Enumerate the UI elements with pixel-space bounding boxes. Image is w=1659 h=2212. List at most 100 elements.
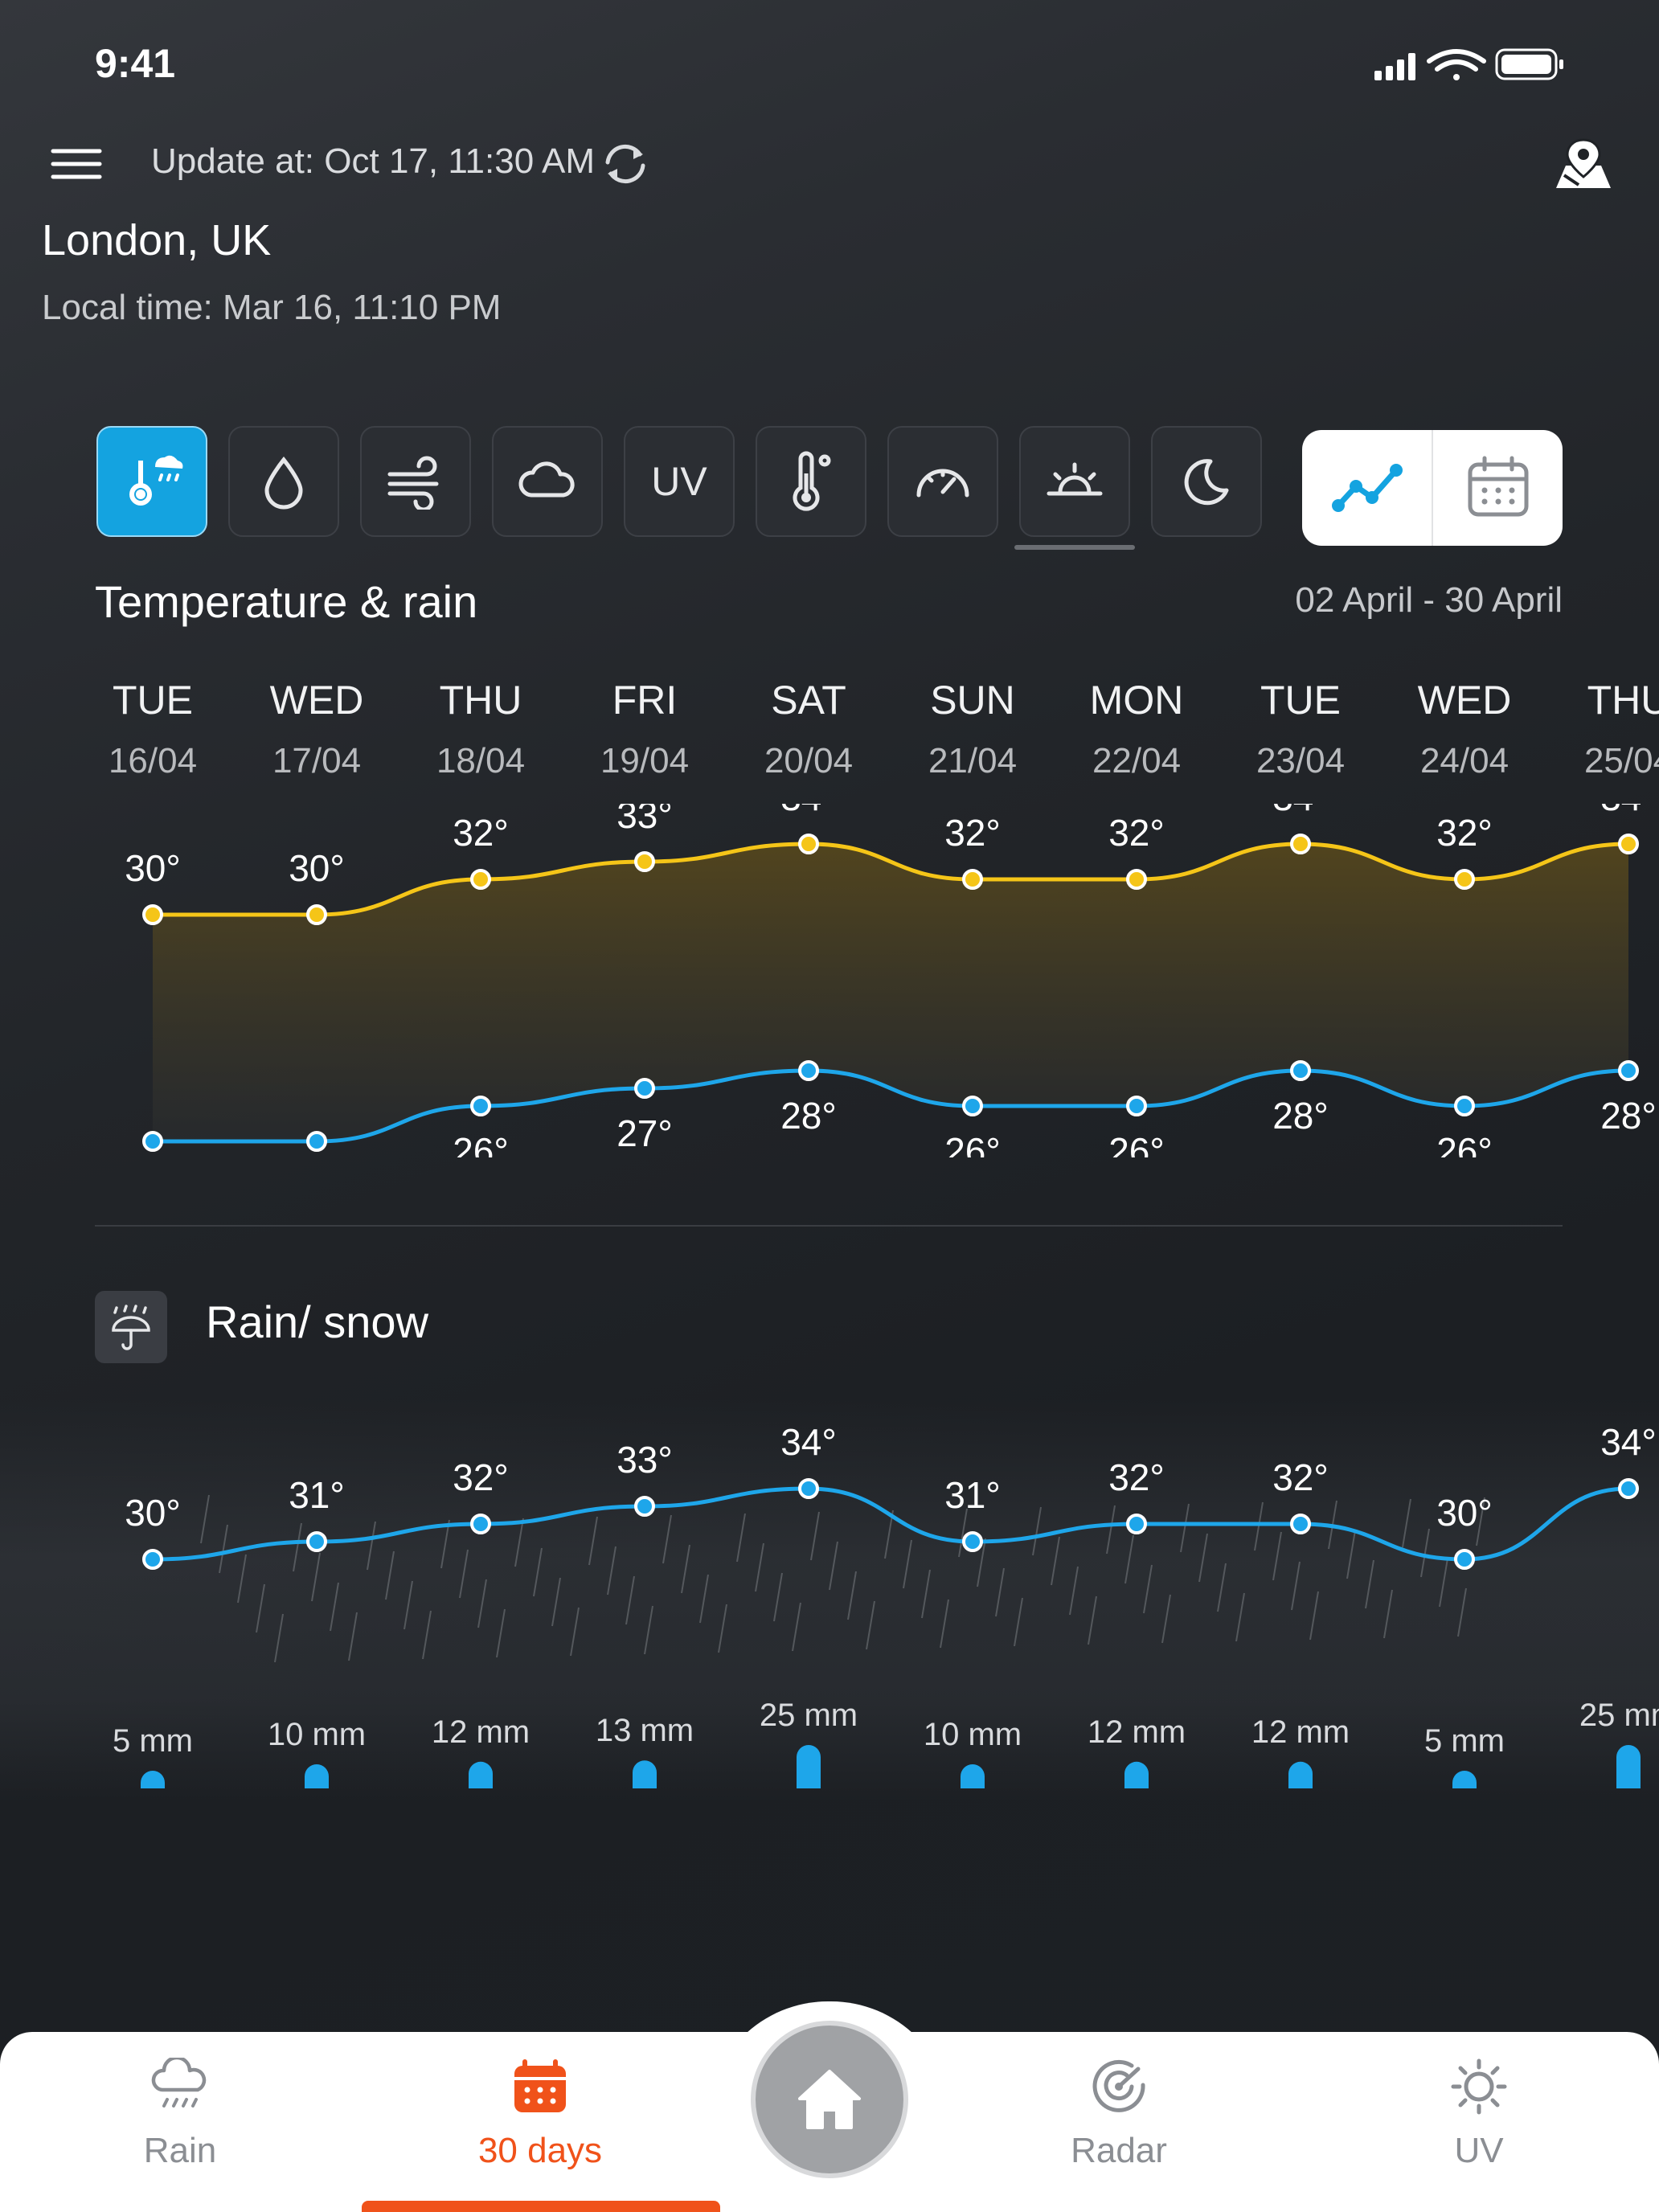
rain-temp-point (306, 1531, 327, 1552)
precip-bar (1616, 1745, 1641, 1788)
precip-bar (305, 1764, 329, 1788)
rain-streak (1365, 1559, 1374, 1609)
map-pin-icon (1556, 138, 1611, 188)
precip-label: 5 mm (1424, 1723, 1505, 1759)
rain-streak (1383, 1589, 1393, 1639)
rain-streak (755, 1542, 764, 1592)
precip-label: 5 mm (113, 1723, 193, 1759)
rain-section-title: Rain/ snow (206, 1296, 429, 1347)
tool-sunrise[interactable] (1019, 426, 1130, 537)
rain-streak (367, 1521, 376, 1571)
precip-bar (1124, 1761, 1149, 1788)
rain-streak (570, 1607, 580, 1657)
refresh-icon (605, 145, 645, 183)
day-header: TUE 16/04 (72, 677, 233, 781)
rain-streak (829, 1541, 838, 1591)
wifi-icon (1427, 49, 1486, 80)
rain-streak (256, 1583, 265, 1633)
tool-underline (1014, 545, 1135, 550)
rain-streak (588, 1516, 598, 1566)
nav-rain[interactable]: Rain (84, 2055, 276, 2171)
menu-button[interactable] (50, 145, 106, 185)
update-label: Update at: (151, 141, 315, 181)
rain-streak (477, 1579, 487, 1628)
rain-streak (1088, 1596, 1097, 1645)
tool-uv[interactable]: UV (624, 426, 735, 537)
rain-streak (496, 1608, 506, 1658)
rain-temp-label: 32° (453, 1456, 509, 1498)
calendar-view-button[interactable] (1432, 430, 1563, 546)
high-temp-point (306, 904, 327, 925)
rain-streak (1180, 1503, 1190, 1553)
rain-temp-line (152, 1486, 1629, 1562)
tool-humidity[interactable] (228, 426, 339, 537)
precip-label: 13 mm (596, 1713, 694, 1748)
temperature-section-title: Temperature & rain (95, 576, 478, 627)
high-temp-label: 32° (1108, 812, 1165, 854)
tool-moon[interactable] (1151, 426, 1262, 537)
low-temp-line (152, 1068, 1629, 1144)
day-date: 19/04 (600, 741, 690, 780)
tool-temp-rain[interactable] (96, 426, 207, 537)
home-button[interactable] (756, 2026, 903, 2173)
umbrella-rain-icon (112, 1305, 150, 1350)
rain-streak (681, 1544, 690, 1594)
rain-streak (995, 1567, 1005, 1617)
tool-wind[interactable] (360, 426, 471, 537)
rain-streak (1143, 1564, 1153, 1614)
high-temp-label: 30° (125, 847, 181, 889)
precip-label: 25 mm (1579, 1698, 1659, 1733)
active-tab-indicator (362, 2201, 720, 2212)
tool-pressure[interactable] (887, 426, 998, 537)
rain-streak (625, 1575, 635, 1625)
rain-streak (1402, 1498, 1411, 1548)
map-location-button[interactable] (1551, 137, 1616, 193)
line-chart-icon (1331, 464, 1403, 512)
rain-temp-label: 30° (1436, 1492, 1493, 1534)
precip-label: 10 mm (268, 1717, 366, 1752)
nav-radar-label: Radar (1071, 2131, 1167, 2170)
tool-feels-like[interactable] (756, 426, 866, 537)
rain-streak (792, 1602, 801, 1652)
rain-temp-label: 34° (780, 1421, 837, 1463)
day-name: TUE (1260, 678, 1341, 723)
precip-label: 12 mm (432, 1714, 530, 1750)
rain-streak (1235, 1592, 1245, 1642)
high-temp-point (634, 851, 655, 872)
rain-streak (1439, 1558, 1448, 1608)
rain-streak (385, 1550, 395, 1600)
precip-label: 12 mm (1088, 1714, 1186, 1750)
rain-streak (274, 1613, 284, 1663)
refresh-button[interactable] (601, 141, 649, 186)
rain-temp-point (962, 1531, 983, 1552)
rain-streak (514, 1518, 524, 1567)
chart-view-button[interactable] (1302, 430, 1432, 546)
day-name: THU (1587, 678, 1659, 723)
low-temp-label: 28° (1600, 1095, 1657, 1137)
uv-icon: UV (651, 459, 707, 504)
high-temp-label: 34° (780, 804, 837, 818)
day-header: SUN 21/04 (892, 677, 1053, 781)
day-header: SAT 20/04 (728, 677, 889, 781)
nav-30-days[interactable]: 30 days (444, 2058, 637, 2171)
rain-streak (884, 1509, 894, 1559)
rain-streak (330, 1582, 339, 1632)
rain-temp-point (634, 1496, 655, 1517)
rain-streak (847, 1571, 857, 1620)
rain-streak (810, 1511, 820, 1561)
rain-streak (440, 1519, 450, 1569)
day-date: 24/04 (1419, 741, 1509, 780)
precip-label: 10 mm (924, 1717, 1022, 1752)
tool-cloud[interactable] (492, 426, 603, 537)
high-temp-label: 32° (944, 812, 1001, 854)
rain-streak (403, 1580, 413, 1630)
rain-streak (1291, 1561, 1301, 1611)
nav-radar[interactable]: Radar (1022, 2058, 1215, 2171)
rain-temp-label: 32° (1272, 1456, 1329, 1498)
thermometer-rain-icon (129, 455, 183, 506)
day-name: FRI (612, 678, 678, 723)
day-name: MON (1089, 678, 1184, 723)
signal-icon (1374, 53, 1415, 80)
rain-streak (662, 1514, 672, 1564)
nav-uv[interactable]: UV (1382, 2058, 1575, 2171)
